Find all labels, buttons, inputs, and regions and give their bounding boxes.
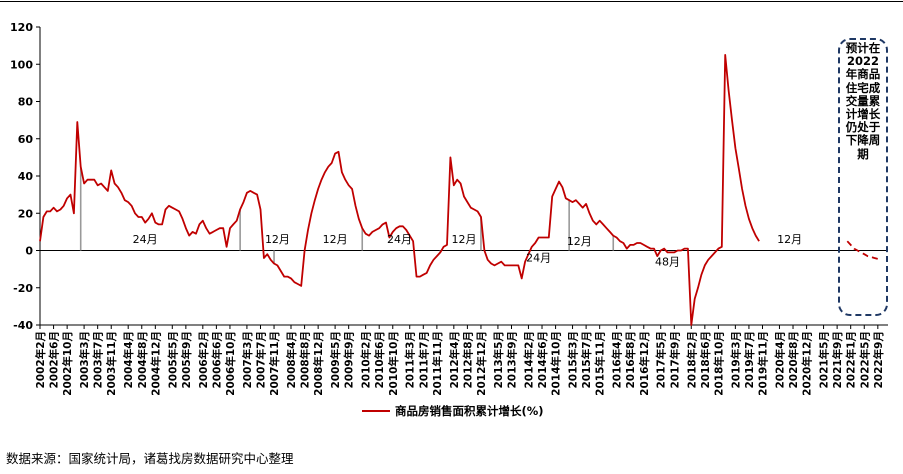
axis-layer: -40 -20 0 20 40 60 80 100 120 2002年2月 2002年6月 2002年… — [10, 21, 888, 396]
x-tick-label: 2013年5月 — [492, 331, 505, 389]
x-tick-label: 2021年5月 — [818, 331, 831, 389]
x-tick-label: 2004年12月 — [149, 331, 162, 396]
x-tick-label: 2014年6月 — [536, 331, 549, 389]
forecast-series-line — [846, 240, 882, 261]
x-tick-label: 2006年2月 — [197, 331, 210, 389]
x-tick-label: 2013年9月 — [505, 331, 518, 389]
x-tick-label: 2007年11月 — [268, 331, 281, 396]
x-tick-label: 2016年4月 — [611, 331, 624, 389]
y-tick-label: 60 — [18, 133, 34, 146]
x-tick-label: 2018年2月 — [685, 331, 698, 389]
legend: 商品房销售面积累计增长(%) — [362, 404, 544, 418]
cycle-length-label: 24月 — [526, 252, 551, 265]
x-tick-label: 2019年7月 — [743, 331, 756, 389]
y-tick-label: 100 — [10, 58, 33, 71]
series-layer — [39, 54, 882, 326]
y-tick-label: 120 — [10, 21, 33, 34]
x-tick-label: 2012年4月 — [448, 331, 461, 389]
cycle-length-label: 24月 — [387, 233, 412, 246]
x-tick-label: 2019年11月 — [756, 331, 769, 396]
cycle-length-label: 12月 — [567, 235, 592, 248]
y-tick-label: -40 — [13, 319, 33, 332]
x-tick-label: 2018年10月 — [712, 331, 725, 396]
x-tick-label: 2011年11月 — [431, 331, 444, 396]
x-tick-label: 2008年12月 — [312, 331, 325, 396]
x-tick-label: 2015年7月 — [580, 331, 593, 389]
x-tick-label: 2019年3月 — [729, 331, 742, 389]
cycle-length-label: 12月 — [323, 233, 348, 246]
top-border-line — [0, 1, 903, 2]
x-tick-label: 2010年2月 — [360, 331, 373, 389]
annotation-layer: 24月 12月 12月 24月 12月 24月 12月 48月 12月 — [133, 233, 802, 268]
y-tick-label: 40 — [18, 170, 34, 183]
cycle-length-label: 24月 — [133, 233, 158, 246]
x-tick-label: 2002年6月 — [48, 331, 61, 389]
x-tick-label: 2008年8月 — [299, 331, 312, 389]
sales-area-growth-line — [39, 54, 760, 326]
x-tick-label: 2014年10月 — [550, 331, 563, 396]
x-tick-label: 2011年3月 — [404, 331, 417, 389]
x-tick-label: 2003年7月 — [92, 331, 105, 389]
x-tick-label: 2011年7月 — [417, 331, 430, 389]
y-tick-label: -20 — [13, 282, 33, 295]
x-tick-label: 2010年6月 — [373, 331, 386, 389]
x-tick-label: 2004年8月 — [136, 331, 149, 389]
y-tick-label: 0 — [25, 245, 33, 258]
x-tick-label: 2017年9月 — [668, 331, 681, 389]
x-tick-label: 2002年2月 — [34, 331, 47, 389]
x-tick-label: 2007年3月 — [241, 331, 254, 389]
x-tick-label: 2009年9月 — [343, 331, 356, 389]
x-tick-label: 2006年6月 — [210, 331, 223, 389]
x-tick-label: 2017年5月 — [655, 331, 668, 389]
x-tick-label: 2003年3月 — [78, 331, 91, 389]
x-tick-label: 2021年9月 — [831, 331, 844, 389]
x-tick-label: 2004年4月 — [122, 331, 135, 389]
x-tick-label: 2012年8月 — [461, 331, 474, 389]
x-tick-label: 2020年12月 — [801, 331, 814, 396]
x-tick-label: 2010年10月 — [387, 331, 400, 396]
x-tick-label: 2022年9月 — [872, 331, 885, 389]
x-tick-label: 2016年12月 — [638, 331, 651, 396]
cycle-length-label: 12月 — [265, 233, 290, 246]
x-tick-label: 2015年3月 — [567, 331, 580, 389]
x-tick-label: 2009年5月 — [329, 331, 342, 389]
cycle-length-label: 48月 — [655, 255, 680, 268]
x-tick-label: 2006年10月 — [224, 331, 237, 396]
x-tick-label: 2018年6月 — [699, 331, 712, 389]
data-source-footer: 数据来源：国家统计局，诸葛找房数据研究中心整理 — [6, 451, 294, 466]
x-tick-label: 2012年12月 — [475, 331, 488, 396]
x-tick-label: 2005年9月 — [180, 331, 193, 389]
y-tick-label: 20 — [18, 207, 34, 220]
x-tick-label: 2022年1月 — [845, 331, 858, 389]
x-tick-label: 2014年2月 — [522, 331, 535, 389]
x-tick-label: 2016年8月 — [624, 331, 637, 389]
forecast-note-box — [838, 38, 888, 316]
x-tick-label: 2020年8月 — [787, 331, 800, 389]
x-tick-label: 2003年11月 — [105, 331, 118, 396]
x-tick-label: 2020年4月 — [773, 331, 786, 389]
y-tick-label: 80 — [18, 96, 34, 109]
forecast-note-text: 预计在2022年商品住宅成交量累计增长仍处于下降周期 — [845, 41, 881, 161]
x-tick-label: 2007年7月 — [254, 331, 267, 389]
x-tick-label: 2005年5月 — [166, 331, 179, 389]
cycle-length-label: 12月 — [452, 233, 477, 246]
x-tick-label: 2002年10月 — [61, 331, 74, 396]
x-tick-label: 2022年5月 — [858, 331, 871, 389]
legend-label: 商品房销售面积累计增长(%) — [395, 404, 544, 418]
cycle-length-label: 12月 — [777, 233, 802, 246]
x-tick-label: 2015年11月 — [594, 331, 607, 396]
x-tick-label: 2008年4月 — [285, 331, 298, 389]
